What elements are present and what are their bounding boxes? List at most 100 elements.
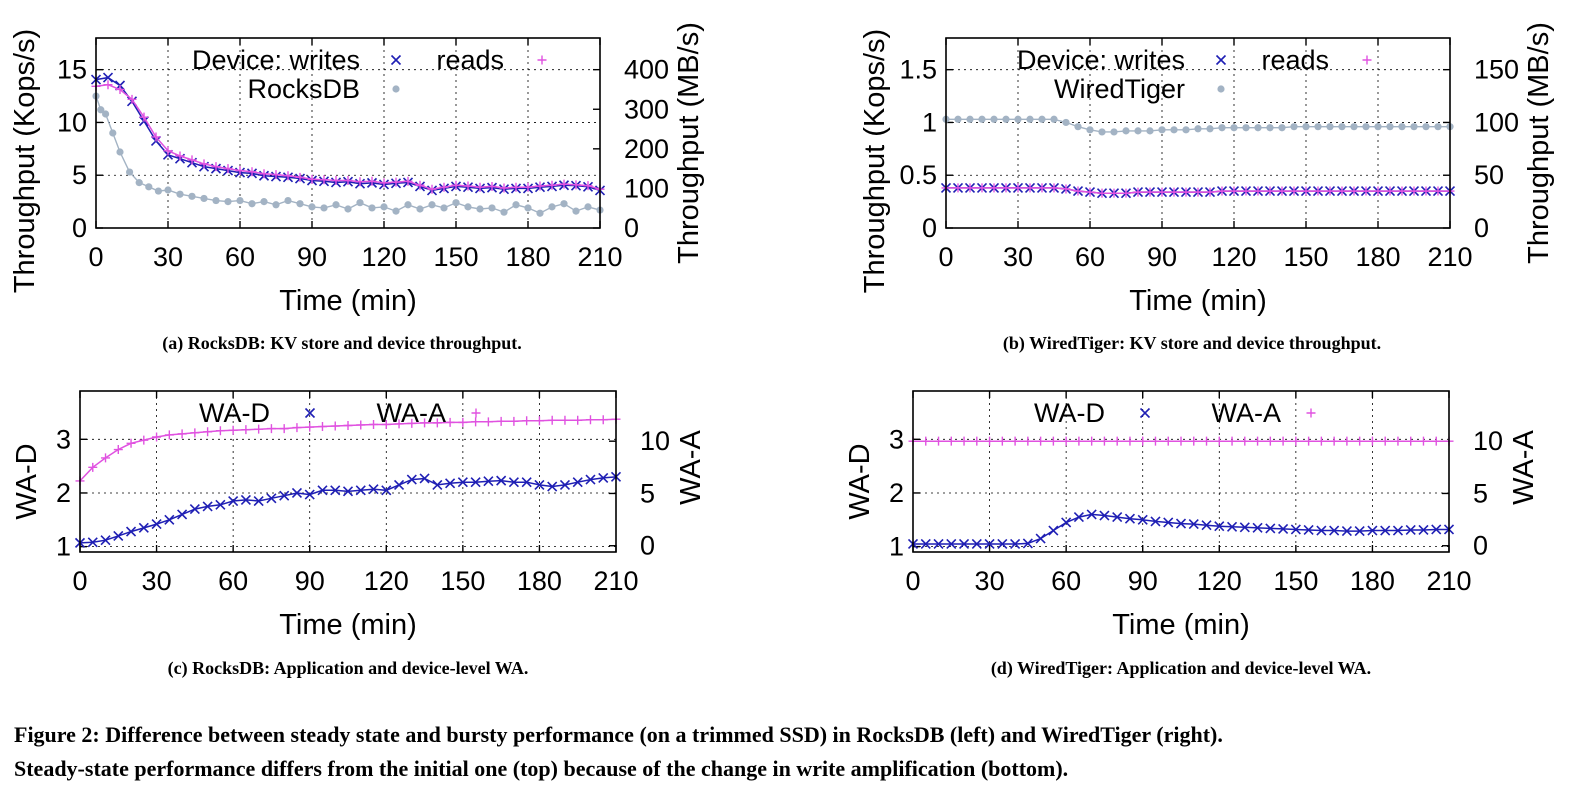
data-point-rocksdb — [200, 194, 208, 203]
x-tick-label: 180 — [505, 242, 550, 272]
data-point-wa-a — [101, 453, 111, 463]
y-axis-label: WA-D — [11, 443, 43, 519]
data-point-wiredtiger — [1074, 123, 1082, 131]
subfigure-caption: (d) WiredTiger: Application and device-l… — [991, 658, 1371, 679]
data-point-rocksdb — [584, 203, 592, 211]
data-point-wa-d — [151, 519, 162, 530]
data-point-wa-a — [1227, 436, 1237, 446]
data-point-reads — [1049, 183, 1059, 193]
data-point-wiredtiger — [1314, 123, 1322, 131]
data-point-wa-a — [959, 436, 969, 446]
data-point-wiredtiger — [1278, 124, 1286, 132]
x-tick-label: 150 — [1273, 566, 1318, 596]
data-point-wa-d — [508, 477, 519, 488]
data-point-rocksdb — [560, 200, 568, 208]
data-point-reads — [163, 146, 173, 156]
data-point-wa-a — [1061, 436, 1071, 446]
legend-label-wa-d: WA-D — [1034, 398, 1105, 428]
data-point-reads — [391, 177, 401, 187]
data-point-reads — [211, 162, 221, 172]
x-tick-label: 90 — [1128, 566, 1158, 596]
x-tick-label: 120 — [364, 566, 409, 596]
data-point-reads — [247, 167, 257, 177]
data-point-wa-a — [113, 445, 123, 455]
x-tick-label: 30 — [975, 566, 1005, 596]
y2-axis-label: WA-A — [675, 430, 707, 505]
data-point-wiredtiger — [966, 115, 974, 123]
data-point-wa-d — [381, 485, 392, 496]
data-point-reads — [1289, 186, 1299, 196]
data-point-rocksdb — [116, 148, 124, 156]
data-point-wa-d — [572, 477, 583, 488]
data-point-wa-a — [934, 436, 944, 446]
data-point-reads — [1013, 183, 1023, 193]
data-point-reads — [1145, 187, 1155, 197]
data-point-wa-d — [1367, 525, 1378, 536]
data-point-rocksdb — [368, 204, 376, 212]
data-point-wa-a — [1048, 436, 1058, 446]
data-point-wa-a — [1329, 436, 1339, 446]
y-tick-label: 0 — [922, 213, 937, 243]
data-point-reads — [259, 169, 269, 179]
data-point-wa-d — [87, 537, 98, 548]
data-point-rocksdb — [188, 192, 196, 200]
data-point-wa-d — [1392, 525, 1404, 536]
data-point-wa-a — [496, 416, 506, 426]
data-point-wa-d — [266, 493, 277, 504]
data-point-wa-a — [1189, 436, 1199, 446]
data-point-reads — [331, 176, 341, 185]
data-point-wa-d — [598, 472, 609, 484]
data-point-wa-d — [1175, 518, 1187, 529]
data-point-reads — [1061, 184, 1071, 194]
data-point-wiredtiger — [1146, 127, 1154, 135]
data-point-reads — [127, 94, 137, 104]
data-point-wa-d — [946, 538, 957, 550]
data-point-wa-d — [1137, 514, 1148, 525]
data-point-rocksdb — [452, 199, 460, 207]
data-point-reads — [1085, 187, 1095, 197]
data-point-wa-a — [522, 416, 532, 426]
data-point-wa-d — [406, 474, 417, 485]
x-tick-label: 90 — [1147, 242, 1177, 272]
data-point-wa-a — [1163, 436, 1173, 446]
x-tick-label: 60 — [1075, 242, 1105, 272]
data-point-wa-a — [1355, 436, 1365, 446]
data-point-wa-a — [394, 419, 404, 429]
data-point-wa-d — [1290, 524, 1301, 535]
data-point-wa-a — [1087, 436, 1097, 446]
data-point-wa-d — [1061, 517, 1072, 528]
data-point-reads — [139, 112, 149, 122]
data-point-wa-d — [317, 485, 328, 496]
y-tick-label: 3 — [56, 424, 71, 454]
data-point-wa-d — [1124, 513, 1136, 524]
data-point-wa-a — [1125, 436, 1135, 446]
data-point-wiredtiger — [1410, 123, 1418, 131]
data-point-rocksdb — [548, 203, 556, 211]
data-point-wa-a — [1367, 436, 1377, 446]
x-tick-label: 60 — [225, 242, 255, 272]
data-point-rocksdb — [512, 201, 520, 209]
data-point-wiredtiger — [1110, 128, 1118, 136]
data-point-wa-d — [1354, 526, 1365, 537]
data-point-wa-a — [585, 415, 595, 425]
data-point-reads — [1193, 187, 1203, 197]
data-point-wiredtiger — [1050, 115, 1058, 123]
y2-axis-label: WA-A — [1508, 430, 1540, 505]
data-point-wa-d — [1405, 524, 1416, 536]
data-point-rocksdb — [126, 168, 134, 176]
data-point-reads — [451, 180, 461, 190]
data-point-wa-a — [509, 416, 519, 426]
y2-tick-label: 0 — [624, 213, 639, 243]
legend-label-writes: Device: writes — [1017, 45, 1185, 75]
legend-label-kvstore: RocksDB — [247, 74, 360, 104]
data-point-reads — [427, 184, 437, 194]
data-point-wiredtiger — [1062, 118, 1070, 127]
data-point-wa-d — [228, 495, 239, 507]
data-point-wa-d — [547, 481, 558, 492]
data-point-wa-d — [1303, 524, 1314, 536]
data-point-wa-d — [1341, 526, 1352, 537]
data-point-wa-a — [972, 436, 982, 446]
y-tick-label: 0 — [72, 213, 87, 243]
data-point-wa-a — [228, 425, 238, 435]
